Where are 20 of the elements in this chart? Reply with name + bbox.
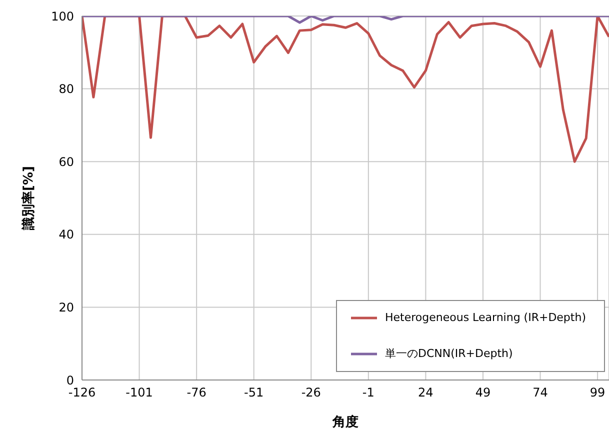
x-tick-label: 24	[418, 386, 434, 400]
x-axis-title: 角度	[332, 414, 358, 430]
y-tick-label: 0	[66, 373, 74, 388]
x-tick-label: -76	[186, 386, 206, 400]
y-tick-label: 80	[58, 82, 74, 96]
x-tick-label: -26	[301, 386, 321, 400]
x-tick-label: -1	[362, 386, 374, 400]
legend-label: 単一のDCNN(IR+Depth)	[385, 346, 513, 361]
x-tick-label: 99	[590, 386, 606, 400]
y-tick-label: 60	[58, 154, 74, 169]
legend-label: Heterogeneous Learning (IR+Depth)	[385, 311, 586, 324]
y-axis-title: 識別率[%]	[20, 166, 37, 231]
x-tick-label: -126	[68, 386, 96, 400]
x-tick-label: -101	[126, 386, 153, 400]
y-tick-label: 40	[58, 228, 74, 242]
y-tick-label: 20	[58, 300, 74, 314]
x-tick-label: 74	[532, 386, 548, 400]
x-tick-label: 49	[475, 386, 491, 400]
x-tick-label: -51	[244, 386, 264, 400]
y-tick-label: 100	[51, 9, 74, 24]
